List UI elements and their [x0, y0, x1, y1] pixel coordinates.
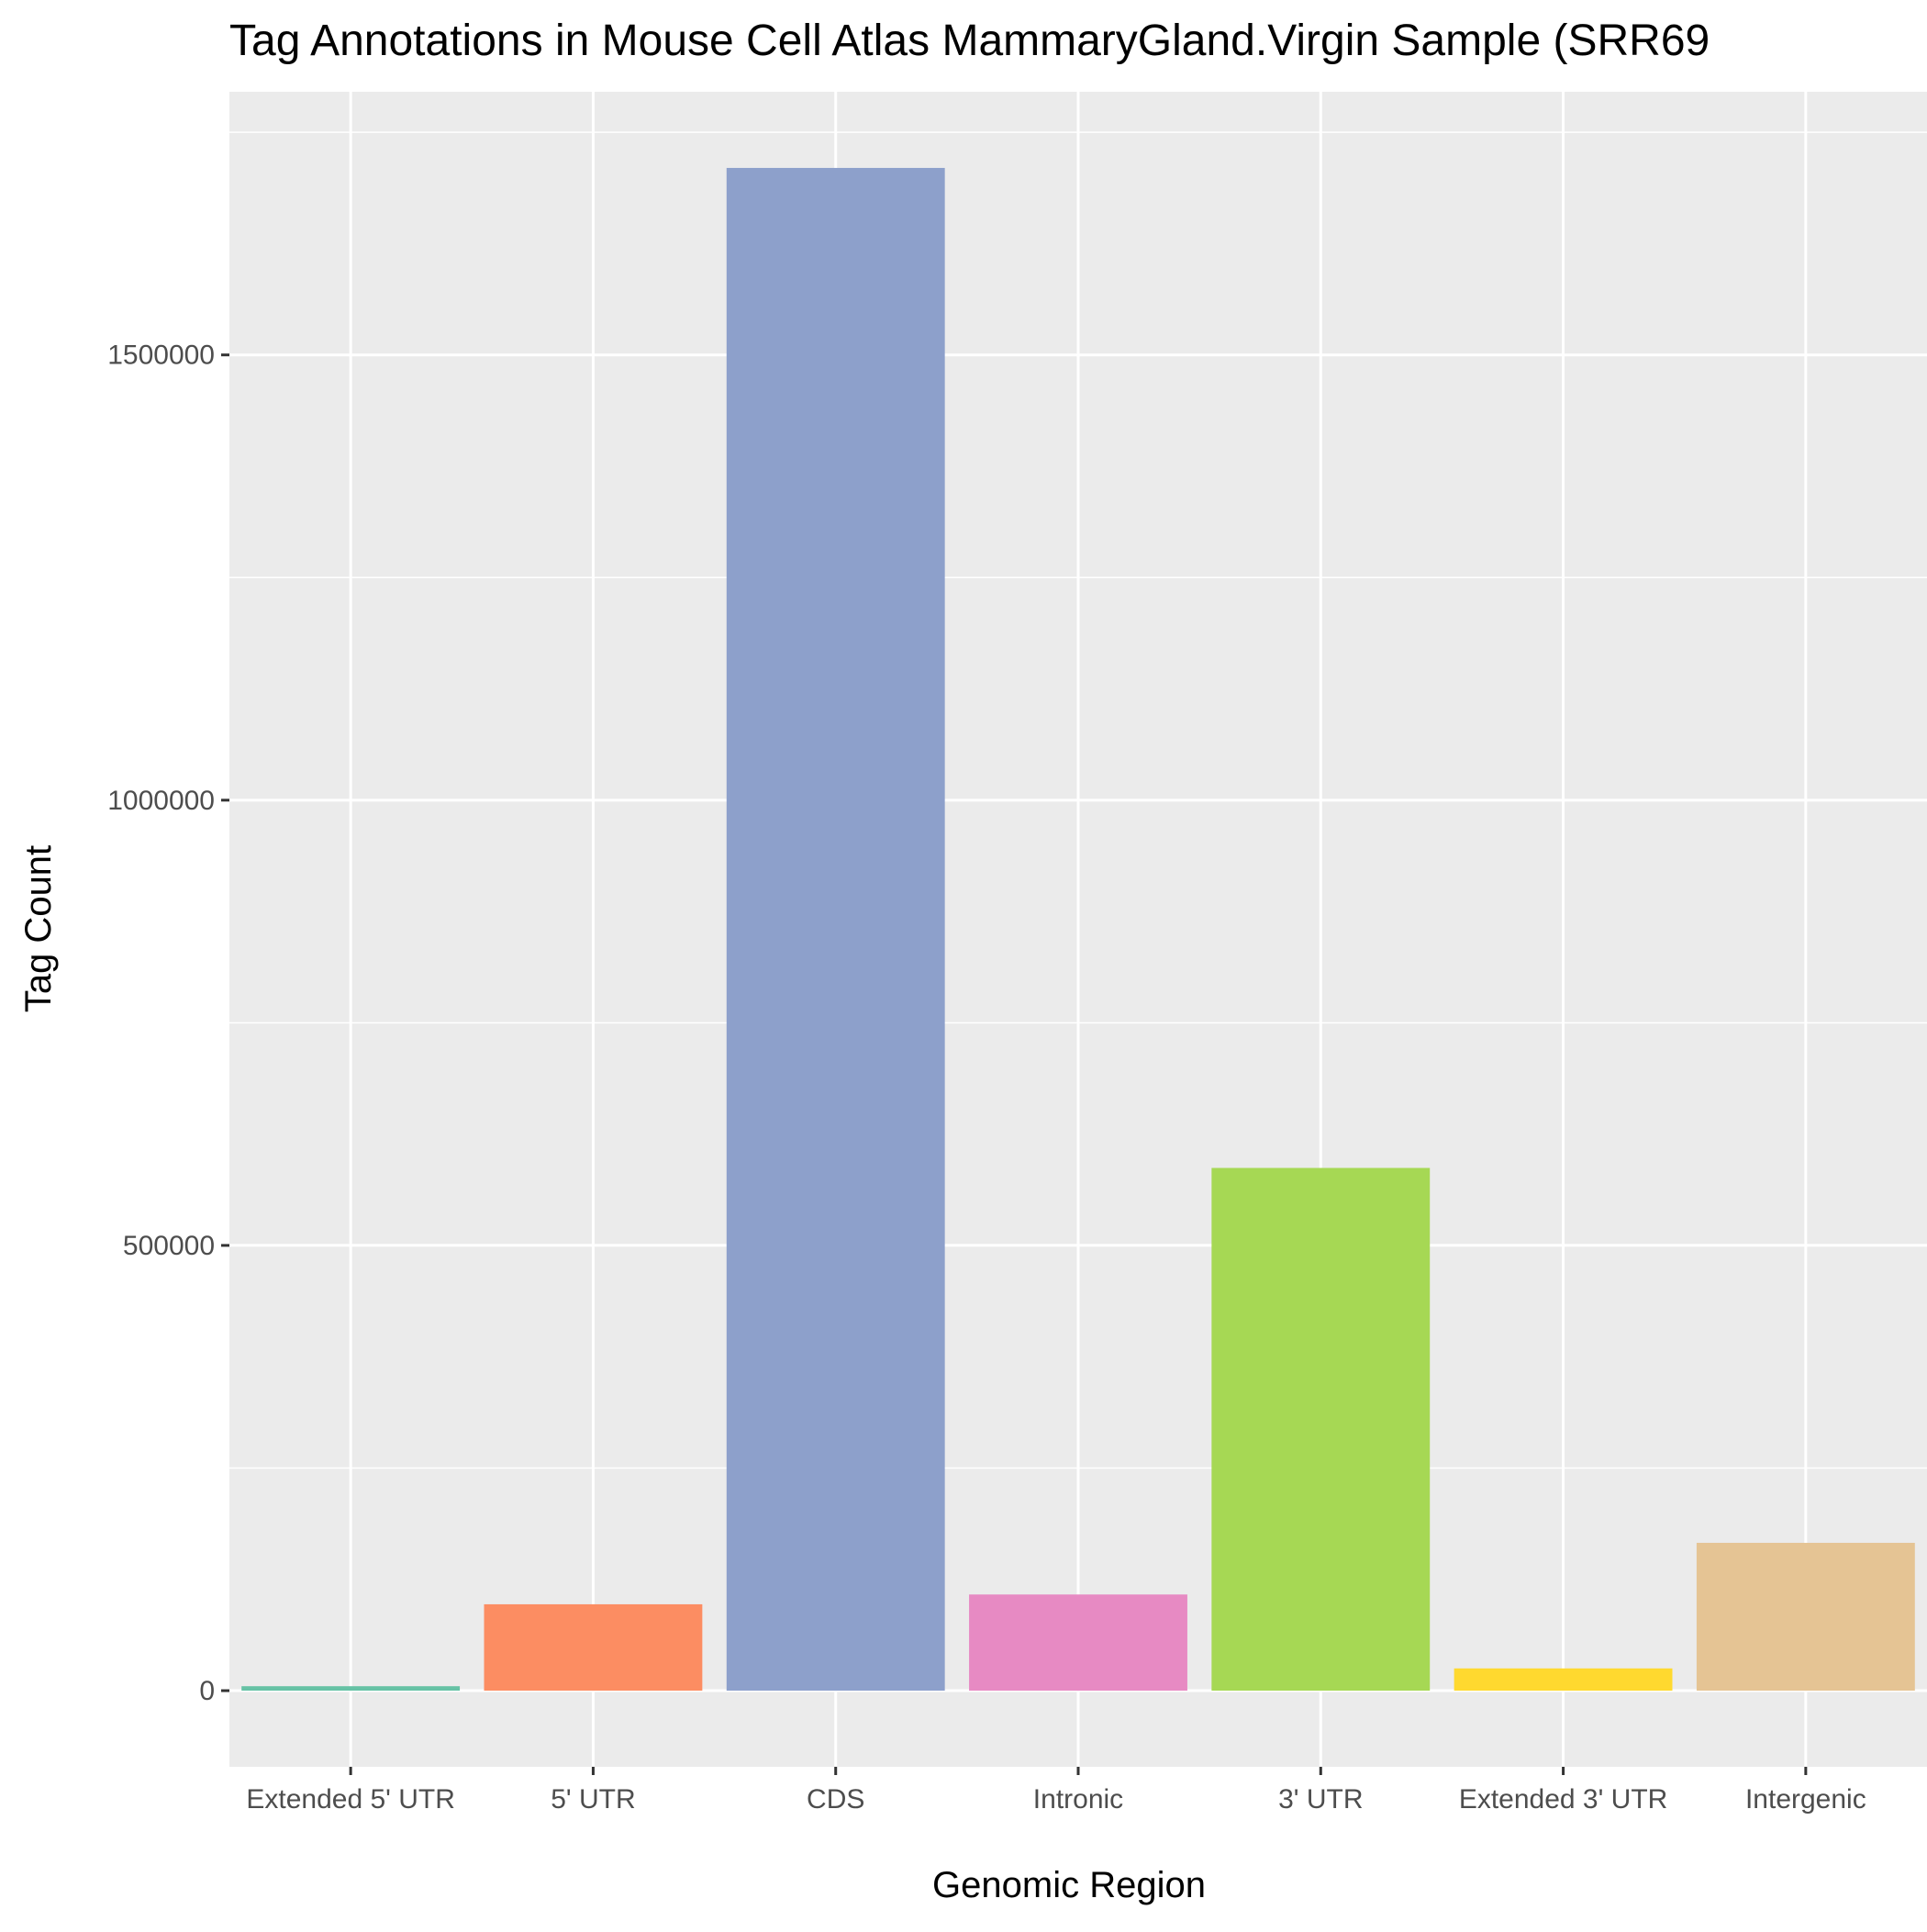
y-axis: 0 500000 1000000 1500000 — [107, 341, 229, 1706]
x-tick-label: Intergenic — [1745, 1784, 1866, 1815]
x-tick-label: Extended 5' UTR — [246, 1784, 455, 1815]
bar — [726, 167, 945, 1692]
bar — [484, 1603, 703, 1692]
y-axis-title: Tag Count — [18, 845, 59, 1012]
bar — [969, 1594, 1187, 1692]
x-tick-label: CDS — [807, 1784, 864, 1815]
y-tick-label: 500000 — [123, 1231, 215, 1261]
chart-title: Tag Annotations in Mouse Cell Atlas Mamm… — [229, 17, 1710, 65]
x-axis: Extended 5' UTR 5' UTR CDS Intronic 3' UTR Ex… — [246, 1767, 1866, 1815]
bar — [1454, 1668, 1673, 1692]
x-axis-title: Genomic Region — [932, 1865, 1206, 1905]
y-tick-label: 1500000 — [107, 341, 215, 371]
y-tick-label: 1000000 — [107, 786, 215, 816]
bars — [241, 167, 1915, 1692]
y-tick-label: 0 — [199, 1676, 215, 1706]
x-tick-label: Intronic — [1033, 1784, 1123, 1815]
bar — [241, 1686, 461, 1692]
bar — [1696, 1542, 1915, 1692]
x-tick-label: 3' UTR — [1278, 1784, 1363, 1815]
bar — [1211, 1167, 1431, 1692]
x-tick-label: Extended 3' UTR — [1459, 1784, 1668, 1815]
x-tick-label: 5' UTR — [551, 1784, 635, 1815]
